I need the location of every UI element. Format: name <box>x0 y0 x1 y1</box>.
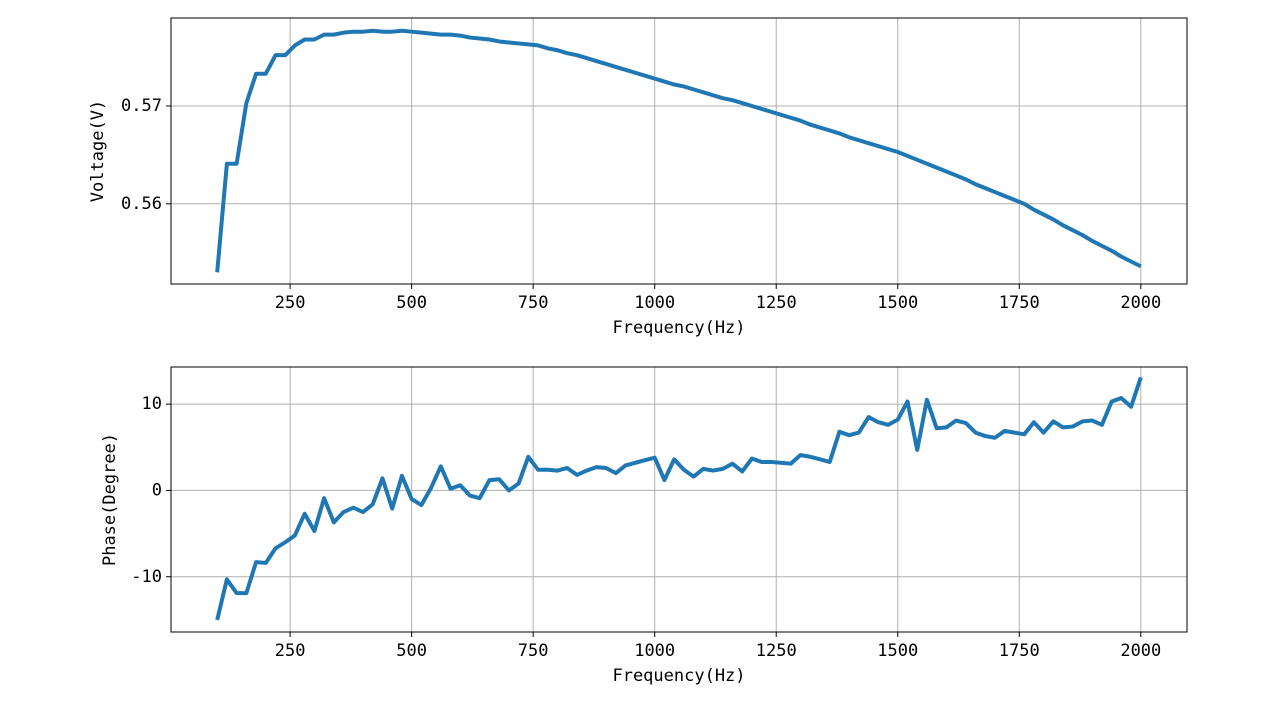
x-axis-label: Frequency(Hz) <box>612 666 745 686</box>
axes-frame <box>170 366 1188 633</box>
y-tick-label: 0.57 <box>121 96 162 116</box>
x-tick-label: 250 <box>275 293 306 313</box>
x-tick-label: 1000 <box>634 293 675 313</box>
y-axis-label: Phase(Degree) <box>100 433 120 566</box>
x-tick-label: 1500 <box>877 641 918 661</box>
y-tick-label: 0 <box>152 480 162 500</box>
axes-frame <box>170 17 1188 285</box>
x-tick-label: 1750 <box>999 293 1040 313</box>
x-tick-label: 750 <box>518 293 549 313</box>
x-tick-label: 2000 <box>1120 293 1161 313</box>
y-tick-label: 10 <box>142 394 162 414</box>
y-tick-label: -10 <box>131 567 162 587</box>
x-tick-label: 1500 <box>877 293 918 313</box>
x-tick-label: 500 <box>396 293 427 313</box>
x-tick-label: 1000 <box>634 641 675 661</box>
x-axis-label: Frequency(Hz) <box>612 318 745 338</box>
x-tick-label: 250 <box>275 641 306 661</box>
x-tick-label: 750 <box>518 641 549 661</box>
y-tick-label: 0.56 <box>121 194 162 214</box>
y-axis-label: Voltage(V) <box>88 100 108 202</box>
x-tick-label: 1750 <box>999 641 1040 661</box>
x-tick-label: 2000 <box>1120 641 1161 661</box>
x-tick-label: 500 <box>396 641 427 661</box>
data-line <box>215 28 1142 273</box>
x-tick-label: 1250 <box>756 293 797 313</box>
x-tick-label: 1250 <box>756 641 797 661</box>
data-line <box>215 376 1143 621</box>
